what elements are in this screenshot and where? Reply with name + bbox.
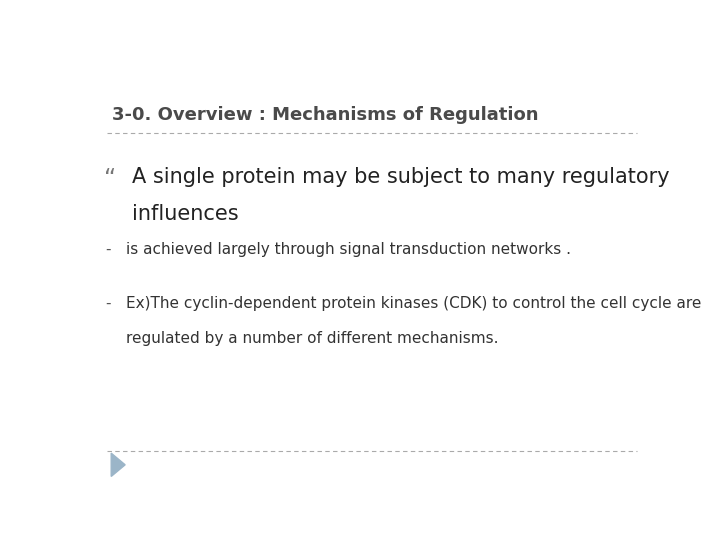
Text: -: - <box>106 295 111 310</box>
Text: -: - <box>106 241 111 256</box>
Text: 3-0. Overview : Mechanisms of Regulation: 3-0. Overview : Mechanisms of Regulation <box>112 106 539 124</box>
Text: A single protein may be subject to many regulatory: A single protein may be subject to many … <box>132 167 670 187</box>
Text: is achieved largely through signal transduction networks .: is achieved largely through signal trans… <box>126 241 571 256</box>
Text: influences: influences <box>132 204 238 224</box>
Text: Ex)The cyclin-dependent protein kinases (CDK) to control the cell cycle are: Ex)The cyclin-dependent protein kinases … <box>126 295 702 310</box>
Text: “: “ <box>104 167 116 191</box>
Text: regulated by a number of different mechanisms.: regulated by a number of different mecha… <box>126 331 499 346</box>
Polygon shape <box>111 453 125 476</box>
